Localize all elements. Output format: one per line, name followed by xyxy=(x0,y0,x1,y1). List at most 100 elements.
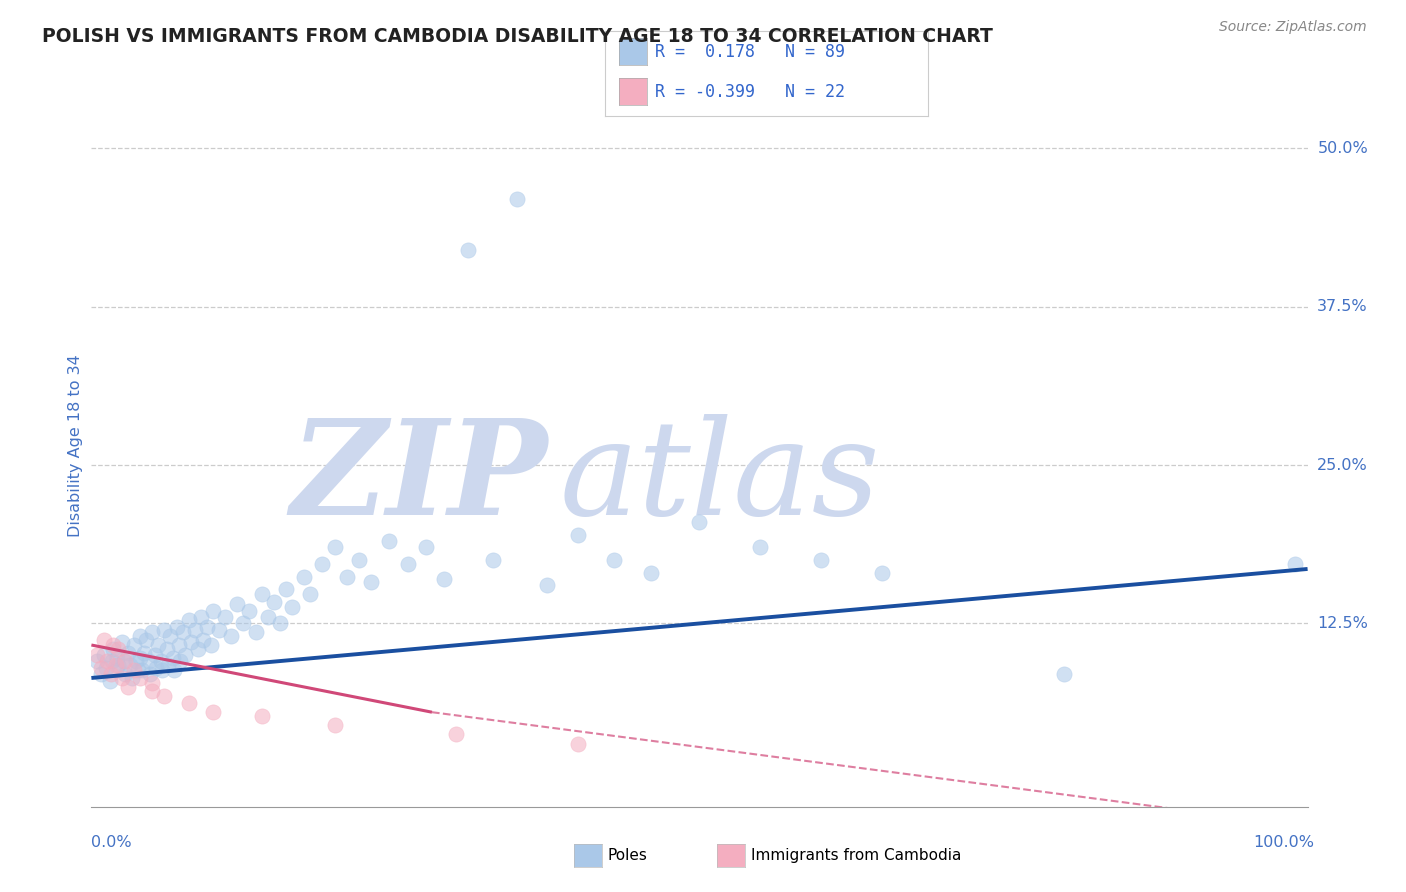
Point xyxy=(103,638,125,652)
Text: ZIP: ZIP xyxy=(290,414,547,543)
Point xyxy=(292,569,315,583)
Point xyxy=(129,629,152,643)
Point xyxy=(153,689,176,703)
Point xyxy=(299,587,322,601)
Point xyxy=(141,676,163,690)
Point xyxy=(174,648,197,662)
Point xyxy=(378,534,401,549)
Point xyxy=(238,604,260,618)
Point xyxy=(166,620,188,634)
Point xyxy=(93,648,115,662)
Point xyxy=(139,667,162,681)
Point xyxy=(125,655,148,669)
Point xyxy=(457,243,479,257)
Point xyxy=(135,632,157,647)
Point xyxy=(187,641,209,656)
Point xyxy=(347,553,370,567)
Point xyxy=(281,599,304,614)
Text: 100.0%: 100.0% xyxy=(1254,836,1315,850)
Point xyxy=(100,667,122,681)
Text: 50.0%: 50.0% xyxy=(1317,141,1368,155)
Point xyxy=(129,671,152,685)
Point xyxy=(94,661,117,675)
Point xyxy=(153,623,176,637)
Point xyxy=(141,625,163,640)
Point xyxy=(143,648,166,662)
Text: Source: ZipAtlas.com: Source: ZipAtlas.com xyxy=(1219,20,1367,34)
Point xyxy=(107,658,129,673)
Y-axis label: Disability Age 18 to 34: Disability Age 18 to 34 xyxy=(67,355,83,537)
Point xyxy=(156,658,179,673)
Point xyxy=(111,635,134,649)
Text: 37.5%: 37.5% xyxy=(1317,299,1368,314)
Point xyxy=(111,671,134,685)
Point xyxy=(96,655,118,669)
Point xyxy=(567,737,589,751)
Point xyxy=(433,572,456,586)
Text: POLISH VS IMMIGRANTS FROM CAMBODIA DISABILITY AGE 18 TO 34 CORRELATION CHART: POLISH VS IMMIGRANTS FROM CAMBODIA DISAB… xyxy=(42,27,993,45)
Point xyxy=(1053,667,1076,681)
Point xyxy=(232,616,254,631)
Point xyxy=(396,557,419,571)
Point xyxy=(323,718,346,732)
Point xyxy=(567,527,589,541)
Point xyxy=(98,673,121,688)
Point xyxy=(810,553,832,567)
Point xyxy=(1284,557,1306,571)
Point xyxy=(105,650,128,665)
Point xyxy=(177,696,200,710)
Text: 25.0%: 25.0% xyxy=(1317,458,1368,473)
Point xyxy=(132,646,155,660)
Point xyxy=(112,655,135,669)
Point xyxy=(250,587,273,601)
Point xyxy=(536,578,558,592)
Point xyxy=(167,638,190,652)
Point xyxy=(104,664,127,678)
Point xyxy=(90,667,112,681)
Text: 0.0%: 0.0% xyxy=(91,836,132,850)
Point xyxy=(202,705,225,719)
Point xyxy=(86,648,108,662)
Point xyxy=(190,610,212,624)
Point xyxy=(117,646,139,660)
Point xyxy=(214,610,236,624)
Text: R =  0.178: R = 0.178 xyxy=(655,43,755,61)
Point xyxy=(336,569,359,583)
Point xyxy=(195,620,218,634)
Point xyxy=(200,638,222,652)
Point xyxy=(640,566,662,580)
Point xyxy=(90,661,112,675)
Text: Poles: Poles xyxy=(607,848,647,863)
Point xyxy=(245,625,267,640)
Point xyxy=(122,638,145,652)
Point xyxy=(114,655,136,669)
Point xyxy=(159,629,181,643)
Point xyxy=(444,727,467,741)
Point xyxy=(156,641,179,656)
Point xyxy=(122,664,145,678)
Point xyxy=(145,661,167,675)
Point xyxy=(149,655,172,669)
Point xyxy=(104,658,127,673)
Point xyxy=(121,671,143,685)
Point xyxy=(101,655,124,669)
Point xyxy=(415,541,437,555)
Point xyxy=(360,574,382,589)
Point xyxy=(162,650,184,665)
Point xyxy=(117,680,139,694)
Point xyxy=(103,641,125,656)
Point xyxy=(177,613,200,627)
Point xyxy=(86,655,108,669)
Point xyxy=(506,192,529,206)
Point xyxy=(202,604,225,618)
Text: Immigrants from Cambodia: Immigrants from Cambodia xyxy=(751,848,962,863)
Point xyxy=(141,683,163,698)
Point xyxy=(323,541,346,555)
Point xyxy=(107,641,129,656)
Text: atlas: atlas xyxy=(560,414,880,543)
Point xyxy=(138,655,160,669)
Point xyxy=(263,595,285,609)
Text: R = -0.399: R = -0.399 xyxy=(655,83,755,101)
Point xyxy=(256,610,278,624)
Point xyxy=(93,632,115,647)
